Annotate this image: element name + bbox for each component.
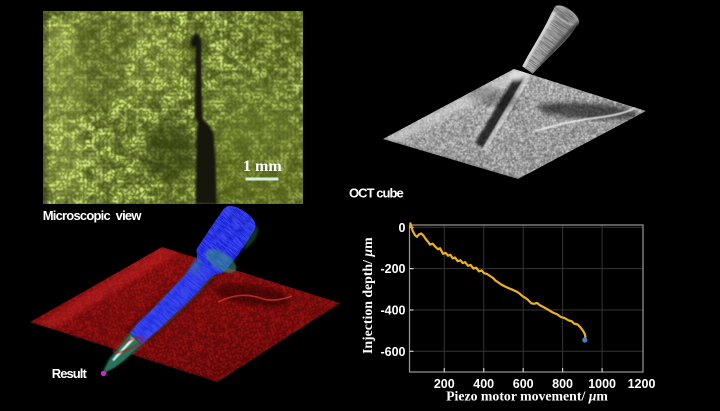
svg-text:Injection depth/ μm: Injection depth/ μm [360,237,375,354]
svg-text:200: 200 [434,377,455,391]
svg-text:Result: Result [52,366,88,381]
svg-text:1200: 1200 [628,377,656,391]
svg-text:-600: -600 [380,345,405,359]
svg-text:1 mm: 1 mm [243,158,282,175]
svg-text:-400: -400 [380,304,405,318]
svg-text:Piezo motor movement/ μm: Piezo motor movement/ μm [446,389,608,404]
svg-text:800: 800 [552,377,573,391]
svg-text:OCT cube: OCT cube [349,186,404,201]
svg-text:0: 0 [399,221,406,235]
svg-text:600: 600 [513,377,534,391]
svg-text:Microscopic view: Microscopic view [43,208,143,223]
svg-text:-200: -200 [380,262,405,276]
svg-text:1000: 1000 [588,377,616,391]
svg-text:400: 400 [473,377,494,391]
